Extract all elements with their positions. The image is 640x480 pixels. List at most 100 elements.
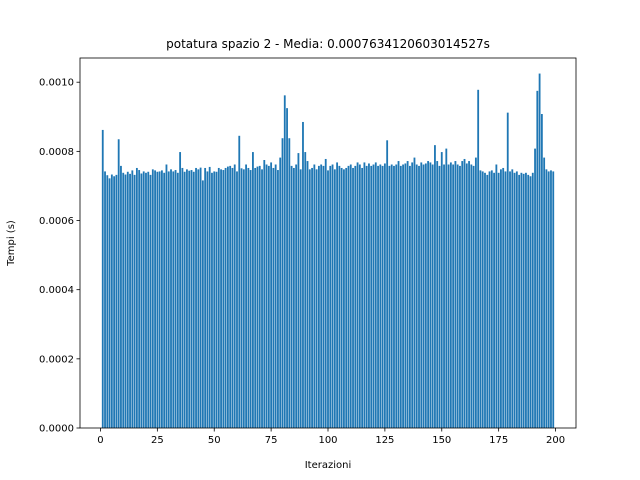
bar [465,163,468,428]
bar [183,171,186,428]
bar [186,169,188,428]
bar [236,171,238,429]
bar [431,164,434,428]
bar [142,171,145,429]
bar [333,169,336,428]
bar [324,158,327,428]
bar [434,145,436,428]
bar [288,138,291,428]
x-tick-label: 125 [375,435,394,446]
bar [340,167,343,428]
bar [515,171,518,429]
bar [479,170,482,428]
bar [370,165,373,428]
bar [151,169,154,428]
bar [179,152,182,428]
bar [338,165,341,428]
bar [336,162,339,428]
bar [161,170,163,428]
bar [279,157,282,428]
bar [167,171,170,429]
bar [176,172,179,428]
bar [277,170,279,429]
bar [358,164,361,428]
bar [195,167,197,428]
bar [263,160,266,428]
bar [415,164,418,428]
x-tick-label: 175 [489,435,508,446]
bar [493,172,495,428]
bar [317,165,320,428]
bar [158,171,161,429]
bar [500,169,502,428]
bar [281,138,284,428]
bar [156,171,159,428]
bar [354,165,357,428]
bar [131,170,134,428]
bar [192,171,195,428]
bar [315,169,318,428]
bar [397,161,400,429]
bar [122,172,125,428]
x-tick-label: 50 [208,435,221,446]
bar [365,165,368,428]
bar [543,157,546,428]
bar [413,157,416,428]
bar [331,164,334,428]
bar [322,165,325,428]
bar [411,162,414,428]
bar [343,169,345,428]
bar [513,172,516,428]
bar [536,90,539,428]
bar [229,165,232,428]
bar [361,167,364,428]
bar [381,165,384,428]
bar [238,135,241,429]
bar [393,165,395,428]
bar [302,121,304,428]
bar [154,170,156,428]
bar [126,171,129,428]
bar [320,164,323,428]
bar [231,167,234,428]
bar [108,178,111,428]
bar [163,172,166,428]
x-tick-label: 200 [546,435,565,446]
y-tick-label: 0.0006 [39,216,74,227]
bar [222,170,225,429]
bar [402,164,404,428]
bar [110,174,113,428]
bar [409,165,411,428]
bar [254,167,257,428]
bar [504,171,507,429]
x-tick-label: 150 [432,435,451,446]
bar [217,167,220,428]
y-tick-label: 0.0008 [39,147,74,158]
bar [213,171,216,429]
bar [547,171,550,429]
bar [404,163,407,428]
bar [488,171,491,429]
bars-layer [101,73,555,429]
x-tick-label: 0 [97,435,103,446]
bar [283,95,286,428]
bar [233,164,236,428]
bar [420,162,423,428]
x-tick-label: 100 [318,435,337,446]
bar [497,172,500,428]
bar [115,174,118,428]
bar [165,164,168,428]
bar [299,169,302,428]
bar [247,167,250,428]
bar [258,165,261,428]
bar [197,169,200,428]
bar [552,171,555,429]
bar [199,167,202,428]
bar [502,167,505,428]
bar [345,167,348,428]
bar [422,164,425,428]
bar [484,172,486,428]
y-tick-label: 0.0000 [39,424,74,435]
